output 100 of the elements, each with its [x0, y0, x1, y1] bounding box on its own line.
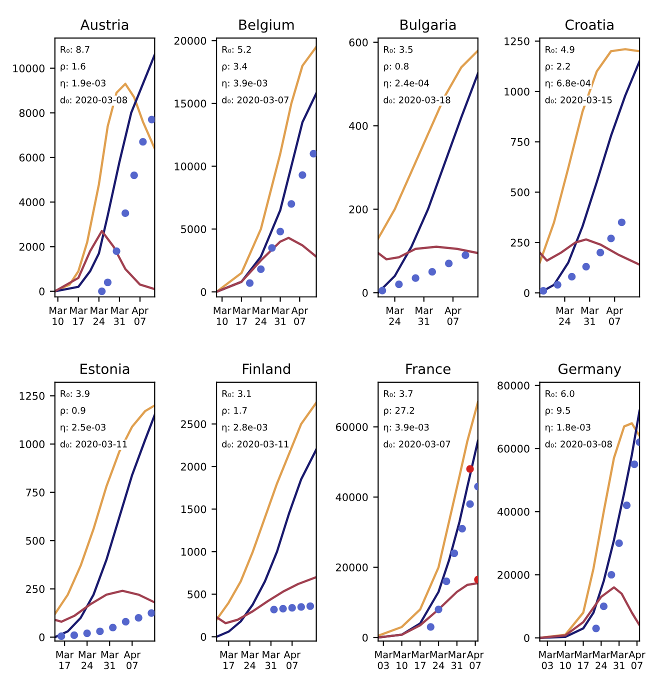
point	[122, 618, 130, 626]
y-tick-label: 0	[200, 288, 206, 296]
y-tick-label: 750	[511, 138, 530, 146]
point	[458, 524, 466, 532]
point	[378, 286, 386, 294]
annotation: ρ: 0.9	[60, 407, 86, 416]
x-tick-label: Mar 17	[233, 306, 251, 325]
point	[98, 287, 106, 296]
y-tick-label: 250	[26, 585, 44, 593]
y-tick-label: 500	[188, 590, 206, 598]
point	[608, 570, 616, 579]
annotation: R₀: 6.0	[546, 390, 574, 398]
chart-title: Germany	[558, 364, 622, 377]
annotation: ρ: 1.6	[60, 62, 86, 72]
point	[246, 279, 254, 287]
point	[596, 248, 604, 256]
y-tick-label: 0	[200, 632, 206, 641]
point	[288, 200, 296, 208]
line-series	[378, 246, 478, 260]
x-tick-label: Mar 17	[56, 651, 74, 670]
annotation: η: 1.9e-03	[60, 80, 106, 88]
point	[122, 209, 130, 218]
x-tick-label: Apr 07	[628, 651, 646, 670]
point	[70, 631, 78, 640]
chart-title: France	[406, 364, 450, 374]
point	[592, 624, 600, 632]
annotation: R₀: 5.2	[222, 46, 251, 53]
y-tick-label: 60000	[498, 444, 530, 453]
annotation: η: 1.8e-03	[546, 424, 590, 432]
y-tick-label: 250	[510, 238, 530, 247]
point	[615, 539, 623, 548]
line-series	[54, 590, 155, 623]
y-tick-label: 5000	[181, 225, 206, 234]
y-tick-label: 40000	[336, 493, 368, 502]
chart-title: Croatia	[565, 19, 614, 30]
annotation: d₀: 2020-03-11	[222, 440, 288, 448]
y-tick-label: 20000	[498, 570, 530, 579]
annotation: d₀: 2020-03-08	[545, 440, 612, 448]
y-tick-label: 2500	[181, 420, 206, 428]
point	[445, 260, 453, 268]
point	[130, 172, 138, 180]
x-tick-label: Apr 07	[444, 306, 462, 326]
line-series	[54, 230, 155, 292]
annotation: R₀: 4.9	[546, 46, 574, 53]
point	[148, 116, 155, 124]
point	[112, 247, 120, 255]
annotation: ρ: 2.2	[546, 62, 570, 72]
point	[426, 623, 434, 631]
point	[600, 602, 608, 610]
chart-title: Bulgaria	[400, 19, 456, 33]
point	[310, 150, 316, 158]
chart-title: Finland	[242, 363, 290, 374]
point	[268, 244, 276, 252]
annotation: R₀: 3.1	[222, 390, 251, 398]
line-series	[216, 576, 316, 624]
y-tick-label: 750	[26, 488, 44, 496]
point	[148, 609, 155, 617]
x-tick-label: Mar 24	[90, 306, 108, 325]
point	[568, 272, 576, 281]
x-tick-label: Mar 31	[101, 651, 119, 670]
x-tick-label: Mar 17	[220, 651, 238, 670]
y-tick-label: 15000	[174, 100, 206, 108]
y-tick-label: 10000	[13, 64, 44, 72]
x-tick-label: Mar 31	[448, 651, 466, 670]
y-tick-label: 0	[362, 288, 368, 297]
y-tick-label: 10000	[174, 162, 206, 170]
line-series	[216, 402, 316, 621]
y-tick-label: 200	[349, 205, 368, 214]
x-tick-label: Mar 03	[375, 651, 393, 670]
y-tick-label: 600	[349, 38, 368, 46]
point	[622, 502, 631, 510]
y-tick-label: 0	[39, 288, 44, 296]
x-tick-label: Apr 07	[466, 651, 484, 670]
annotation: η: 3.9e-03	[384, 424, 429, 432]
annotation: R₀: 3.5	[384, 46, 413, 53]
y-tick-label: 0	[524, 634, 530, 642]
x-tick-label: Apr 07	[284, 651, 301, 670]
y-tick-label: 1250	[20, 392, 44, 400]
x-tick-label: Mar 10	[50, 306, 68, 326]
y-tick-label: 1500	[181, 505, 206, 514]
annotation: η: 2.8e-03	[222, 424, 268, 432]
point	[298, 171, 306, 179]
x-tick-label: Mar 24	[556, 306, 574, 325]
annotation: η: 6.8e-04	[546, 80, 591, 88]
annotation: d₀: 2020-03-07	[384, 440, 450, 448]
y-tick-label: 500	[26, 536, 44, 545]
x-tick-label: Mar 24	[592, 651, 610, 670]
point	[607, 234, 615, 242]
point	[630, 460, 638, 468]
line-series	[540, 238, 640, 266]
annotation: R₀: 3.9	[60, 390, 90, 398]
y-tick-label: 1250	[504, 37, 530, 46]
point	[276, 228, 284, 236]
y-tick-label: 4000	[19, 198, 44, 206]
point	[450, 549, 458, 558]
x-tick-label: Mar 31	[581, 306, 599, 326]
y-tick-label: 8000	[19, 109, 44, 117]
x-tick-label: Mar 24	[78, 651, 96, 670]
x-tick-label: Mar 31	[416, 306, 434, 326]
annotation: d₀: 2020-03-15	[545, 96, 612, 104]
